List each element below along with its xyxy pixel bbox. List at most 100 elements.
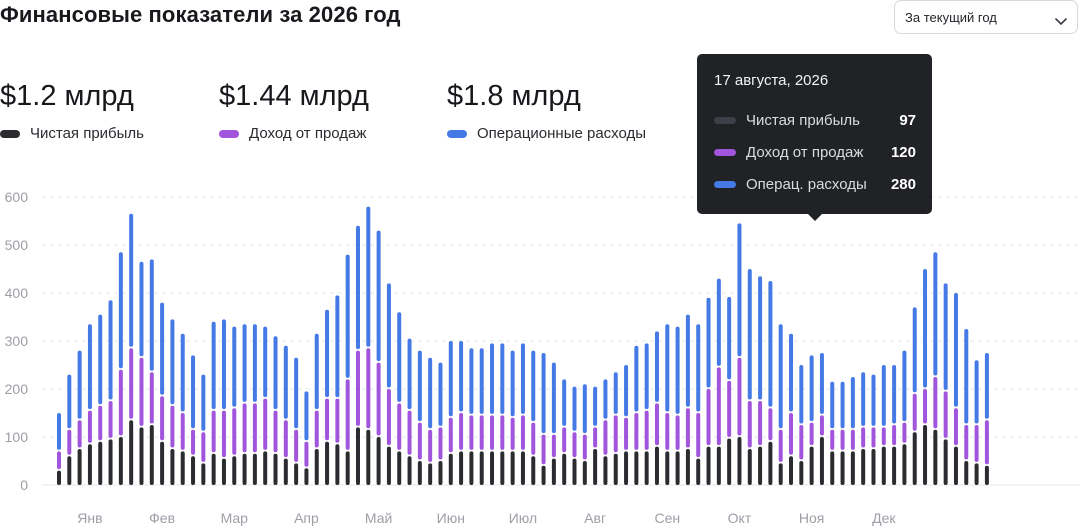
operating-expenses-bar[interactable] [67,374,72,429]
sales-revenue-bar[interactable] [706,389,711,446]
sales-revenue-bar[interactable] [593,427,598,448]
operating-expenses-bar[interactable] [799,365,804,424]
sales-revenue-bar[interactable] [923,389,928,424]
sales-revenue-bar[interactable] [129,348,134,419]
net-profit-bar[interactable] [201,463,206,485]
operating-expenses-bar[interactable] [541,353,546,434]
operating-expenses-bar[interactable] [531,350,536,422]
sales-revenue-bar[interactable] [304,441,309,467]
operating-expenses-bar[interactable] [562,379,567,426]
net-profit-bar[interactable] [923,425,928,485]
sales-revenue-bar[interactable] [108,401,113,438]
operating-expenses-bar[interactable] [850,377,855,429]
net-profit-bar[interactable] [912,432,917,485]
operating-expenses-bar[interactable] [789,333,794,412]
net-profit-bar[interactable] [438,461,443,485]
sales-revenue-bar[interactable] [211,410,216,453]
sales-revenue-bar[interactable] [933,377,938,429]
net-profit-bar[interactable] [551,458,556,485]
net-profit-bar[interactable] [634,451,639,485]
sales-revenue-bar[interactable] [747,401,752,448]
operating-expenses-bar[interactable] [232,326,237,407]
sales-revenue-bar[interactable] [170,405,175,448]
net-profit-bar[interactable] [283,458,288,485]
operating-expenses-bar[interactable] [490,343,495,414]
period-select[interactable]: За текущий год [894,0,1078,34]
operating-expenses-bar[interactable] [355,225,360,350]
operating-expenses-bar[interactable] [376,230,381,362]
sales-revenue-bar[interactable] [242,403,247,453]
sales-revenue-bar[interactable] [912,393,917,431]
operating-expenses-bar[interactable] [861,372,866,426]
net-profit-bar[interactable] [386,446,391,485]
operating-expenses-bar[interactable] [696,324,701,412]
net-profit-bar[interactable] [861,449,866,485]
sales-revenue-bar[interactable] [366,348,371,429]
net-profit-bar[interactable] [108,439,113,485]
sales-revenue-bar[interactable] [603,420,608,455]
sales-revenue-bar[interactable] [737,357,742,436]
operating-expenses-bar[interactable] [108,300,113,400]
net-profit-bar[interactable] [87,444,92,485]
net-profit-bar[interactable] [737,437,742,485]
sales-revenue-bar[interactable] [438,427,443,460]
operating-expenses-bar[interactable] [551,362,556,434]
sales-revenue-bar[interactable] [345,379,350,450]
net-profit-bar[interactable] [252,453,257,485]
operating-expenses-bar[interactable] [758,276,763,400]
net-profit-bar[interactable] [459,451,464,485]
net-profit-bar[interactable] [417,461,422,485]
sales-revenue-bar[interactable] [789,413,794,455]
operating-expenses-bar[interactable] [840,381,845,429]
operating-expenses-bar[interactable] [953,293,958,407]
net-profit-bar[interactable] [654,446,659,485]
operating-expenses-bar[interactable] [500,343,505,414]
sales-revenue-bar[interactable] [221,410,226,458]
operating-expenses-bar[interactable] [520,343,525,414]
sales-revenue-bar[interactable] [469,415,474,450]
net-profit-bar[interactable] [520,451,525,485]
sales-revenue-bar[interactable] [768,408,773,441]
net-profit-bar[interactable] [613,453,618,485]
sales-revenue-bar[interactable] [582,434,587,460]
sales-revenue-bar[interactable] [892,425,897,446]
net-profit-bar[interactable] [149,425,154,485]
operating-expenses-bar[interactable] [933,252,938,376]
sales-revenue-bar[interactable] [799,425,804,460]
operating-expenses-bar[interactable] [98,314,103,405]
sales-revenue-bar[interactable] [974,425,979,462]
net-profit-bar[interactable] [850,451,855,485]
net-profit-bar[interactable] [294,463,299,485]
net-profit-bar[interactable] [685,449,690,485]
sales-revenue-bar[interactable] [531,422,536,455]
sales-revenue-bar[interactable] [160,396,165,441]
sales-revenue-bar[interactable] [840,429,845,450]
operating-expenses-bar[interactable] [923,269,928,388]
operating-expenses-bar[interactable] [428,357,433,429]
net-profit-bar[interactable] [706,446,711,485]
operating-expenses-bar[interactable] [634,345,639,412]
operating-expenses-bar[interactable] [407,338,412,410]
net-profit-bar[interactable] [345,451,350,485]
sales-revenue-bar[interactable] [562,427,567,453]
sales-revenue-bar[interactable] [479,415,484,450]
net-profit-bar[interactable] [799,461,804,485]
operating-expenses-bar[interactable] [283,345,288,419]
sales-revenue-bar[interactable] [500,415,505,450]
operating-expenses-bar[interactable] [727,296,732,380]
operating-expenses-bar[interactable] [593,386,598,426]
sales-revenue-bar[interactable] [758,401,763,446]
operating-expenses-bar[interactable] [675,326,680,414]
net-profit-bar[interactable] [304,468,309,485]
net-profit-bar[interactable] [139,427,144,485]
operating-expenses-bar[interactable] [57,413,61,450]
net-profit-bar[interactable] [933,429,938,485]
operating-expenses-bar[interactable] [77,350,82,419]
operating-expenses-bar[interactable] [366,206,371,347]
operating-expenses-bar[interactable] [345,254,350,378]
sales-revenue-bar[interactable] [716,367,721,446]
operating-expenses-bar[interactable] [242,324,247,402]
sales-revenue-bar[interactable] [417,422,422,460]
operating-expenses-bar[interactable] [768,281,773,407]
sales-revenue-bar[interactable] [294,429,299,462]
